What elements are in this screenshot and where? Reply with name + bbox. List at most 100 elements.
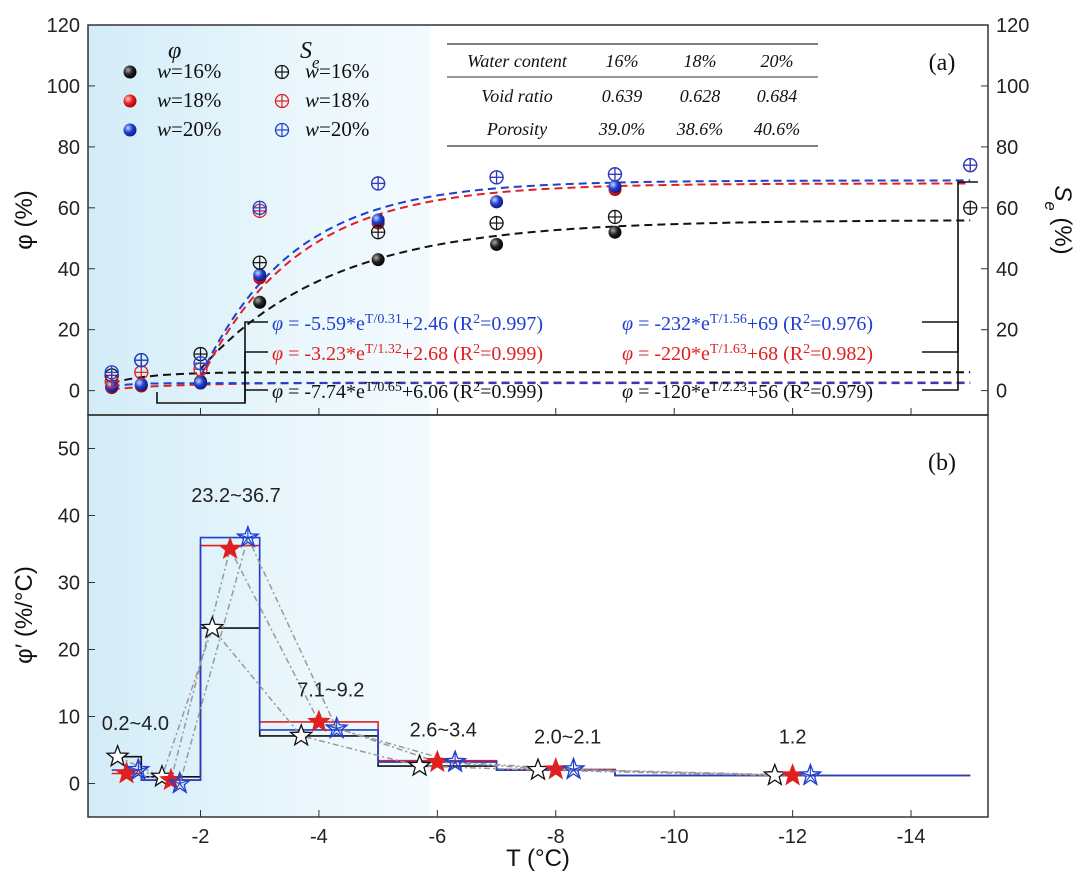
x-tick-label: -6 bbox=[428, 826, 446, 848]
fit-curve bbox=[199, 219, 971, 370]
star-spoke bbox=[454, 761, 463, 772]
fit-equation: φ = -5.59*eT/0.31+2.46 (R2=0.997) bbox=[272, 312, 543, 336]
data-point bbox=[963, 200, 978, 215]
data-point bbox=[963, 158, 978, 173]
star-outline bbox=[126, 757, 151, 781]
star-spoke bbox=[127, 766, 139, 771]
star-marker bbox=[200, 615, 225, 639]
star-spoke bbox=[562, 765, 574, 770]
y-axis-label: φ (%) bbox=[11, 190, 38, 250]
panel-b-frame bbox=[87, 414, 989, 818]
panel-a-label: (a) bbox=[929, 50, 956, 76]
star-spoke bbox=[336, 728, 344, 738]
panel-a-data-points bbox=[104, 158, 978, 395]
legend-marker bbox=[123, 94, 137, 108]
table-cell: 0.684 bbox=[757, 86, 798, 106]
y-tick-label: 40 bbox=[58, 259, 80, 281]
panel-a-axes: 0 20 40 60 80 100 120 0 20 40 60 80 100 120 φ (%) Se (%… bbox=[11, 15, 1076, 415]
data-point bbox=[490, 237, 504, 251]
range-annotation: 2.6~3.4 bbox=[410, 720, 477, 742]
panel-a-table: Water content 16% 18% 20% Void ratio 0.639 0.6… bbox=[447, 43, 818, 147]
y-tick-label: 50 bbox=[58, 439, 80, 461]
bracket-line bbox=[244, 321, 268, 403]
x-tick-label: -4 bbox=[310, 826, 328, 848]
star-marker bbox=[762, 762, 788, 786]
range-annotation: 2.0~2.1 bbox=[534, 726, 601, 748]
star-marker bbox=[525, 757, 551, 781]
data-point bbox=[104, 365, 119, 380]
panel-a-legend: φ Sew=16% w=16%w=18% w=18%w=20% w=20% bbox=[123, 38, 369, 141]
y-axis-label: φ′ (%/°C) bbox=[11, 566, 38, 664]
data-point bbox=[607, 167, 623, 182]
star-marker bbox=[407, 753, 432, 777]
range-annotation: 0.2~4.0 bbox=[102, 713, 169, 735]
y2-tick-label: 60 bbox=[996, 198, 1018, 220]
star-marker bbox=[218, 536, 242, 560]
y-tick-label: 0 bbox=[69, 381, 80, 403]
fit-curve bbox=[111, 371, 971, 385]
table-header-cell: Water content bbox=[467, 51, 568, 71]
y2-axis-label: Se (%) bbox=[1042, 185, 1077, 254]
data-point bbox=[134, 353, 149, 368]
data-point bbox=[253, 295, 267, 309]
y2-tick-label: 20 bbox=[996, 320, 1018, 342]
x-tick-label: -8 bbox=[547, 826, 565, 848]
table-cell: 39.0% bbox=[598, 119, 646, 139]
data-point bbox=[608, 225, 622, 239]
star-spoke bbox=[172, 783, 181, 793]
star-marker bbox=[114, 761, 139, 784]
star-spoke bbox=[247, 537, 255, 547]
data-point bbox=[489, 215, 504, 231]
star-marker bbox=[543, 756, 568, 780]
data-point bbox=[193, 356, 208, 371]
y-tick-label: 60 bbox=[58, 198, 80, 220]
star-spoke bbox=[566, 769, 574, 779]
y-tick-label: 20 bbox=[58, 640, 80, 662]
data-point bbox=[253, 268, 267, 282]
data-point bbox=[371, 213, 385, 227]
data-point bbox=[490, 195, 504, 209]
star-spoke bbox=[444, 758, 456, 763]
panel-a-background bbox=[88, 25, 430, 415]
data-point bbox=[370, 176, 386, 191]
legend-header-se: Se bbox=[300, 38, 320, 72]
bracket-line bbox=[957, 181, 978, 352]
range-annotation: 7.1~9.2 bbox=[297, 679, 364, 701]
bracket-line bbox=[922, 321, 959, 391]
star-marker bbox=[780, 763, 805, 786]
x-tick-label: -10 bbox=[660, 826, 689, 848]
star-spoke bbox=[810, 771, 821, 776]
data-point bbox=[370, 225, 386, 240]
data-point bbox=[252, 255, 267, 270]
table-cell: 0.628 bbox=[680, 86, 721, 106]
star-spoke bbox=[179, 783, 187, 793]
legend-label: w=16% bbox=[157, 59, 221, 83]
star-marker bbox=[288, 723, 314, 747]
legend-marker bbox=[274, 93, 290, 109]
data-point bbox=[607, 209, 623, 225]
star-spoke bbox=[137, 769, 146, 780]
data-point bbox=[371, 253, 385, 267]
star-outline bbox=[561, 756, 586, 780]
star-marker bbox=[307, 709, 331, 732]
star-spoke bbox=[131, 769, 139, 780]
table-cell: Void ratio bbox=[481, 86, 553, 106]
panel-b-star-markers bbox=[105, 524, 823, 794]
fit-equation: φ = -3.23*eT/1.32+2.68 (R2=0.999) bbox=[272, 342, 543, 366]
y-tick-label: 10 bbox=[58, 707, 80, 729]
range-annotation: 1.2 bbox=[779, 726, 807, 748]
star-marker bbox=[105, 743, 130, 768]
star-marker bbox=[324, 715, 349, 740]
legend-marker bbox=[274, 64, 290, 80]
x-tick-label: -14 bbox=[897, 826, 926, 848]
table-header-cell: 16% bbox=[606, 51, 639, 71]
star-outline bbox=[167, 770, 192, 794]
data-point bbox=[134, 365, 149, 380]
y-tick-label: 80 bbox=[58, 137, 80, 159]
star-spoke bbox=[336, 724, 348, 730]
star-spoke bbox=[454, 758, 466, 763]
star-spoke bbox=[573, 769, 581, 779]
fit-equation: φ = -120*eT/2.23+56 (R2=0.979) bbox=[622, 380, 873, 404]
y2-tick-label: 100 bbox=[996, 76, 1029, 98]
star-marker bbox=[425, 749, 450, 773]
